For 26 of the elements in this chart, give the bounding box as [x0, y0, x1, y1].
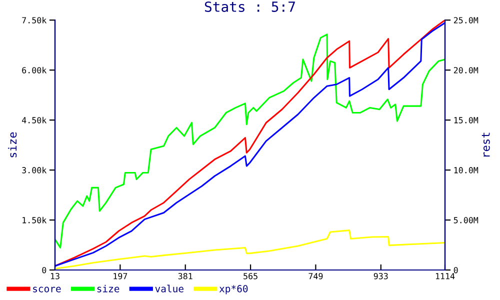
y-tick-label: 4.50k	[22, 116, 47, 124]
x-tick-label: 13	[50, 272, 60, 280]
y-tick-label: 7.50k	[22, 16, 47, 24]
x-tick-label: 749	[308, 272, 323, 280]
x-tick-label: 197	[114, 272, 128, 280]
chart-title: Stats : 5:7	[204, 1, 295, 12]
legend-label: xp*60	[219, 285, 248, 294]
y2-tick-label: 0	[454, 267, 458, 274]
x-tick-label: 381	[178, 272, 192, 280]
legend-label: score	[33, 286, 61, 292]
y-tick-label: 6.00k	[22, 66, 47, 74]
y2-tick-label: 20.0M	[454, 67, 478, 74]
y-tick-label: 1.50k	[22, 216, 47, 224]
y2-tick-label: 25.0M	[454, 17, 478, 24]
y-axis-title: size	[8, 132, 17, 158]
y2-tick-label: 10.0M	[454, 167, 478, 174]
y-tick-label: 0	[42, 267, 46, 274]
legend-label: size	[97, 284, 120, 292]
x-tick-label: 565	[244, 272, 258, 280]
x-tick-label: 1114	[436, 273, 455, 280]
y2-tick-label: 5.00M	[454, 217, 478, 224]
y2-tick-label: 15.0M	[454, 117, 478, 124]
legend-label: value	[155, 284, 184, 292]
x-tick-label: 933	[374, 272, 388, 280]
y2-axis-title: rest	[482, 132, 490, 156]
y-tick-label: 3.00k	[22, 166, 47, 174]
